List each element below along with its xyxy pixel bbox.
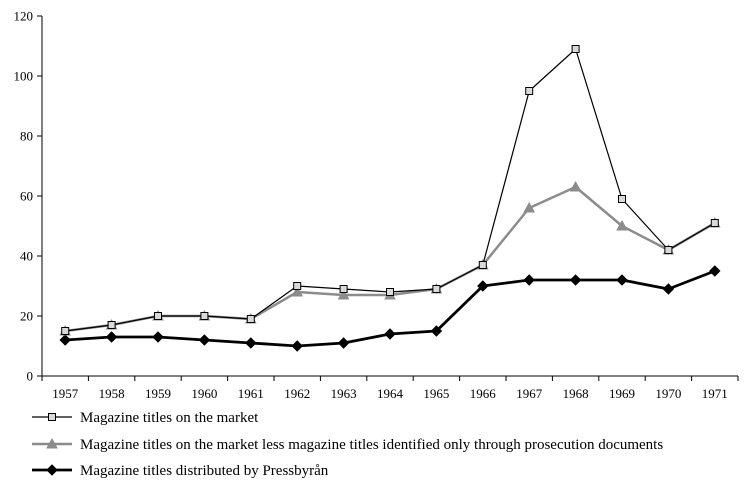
x-tick-label: 1962 <box>284 386 310 401</box>
data-point <box>523 274 535 286</box>
x-tick-label: 1961 <box>238 386 264 401</box>
data-point <box>430 325 443 337</box>
x-tick-label: 1963 <box>331 386 357 401</box>
y-tick-label: 40 <box>20 249 33 264</box>
y-tick-label: 100 <box>14 69 34 84</box>
data-point <box>339 285 348 293</box>
data-point <box>245 337 257 349</box>
data-point <box>291 340 303 352</box>
data-point <box>710 219 719 227</box>
x-tick-label: 1958 <box>99 386 125 401</box>
y-tick-label: 20 <box>20 309 33 324</box>
x-tick-label: 1960 <box>191 386 217 401</box>
data-point <box>61 327 70 335</box>
data-point <box>478 261 487 269</box>
data-point <box>59 334 71 346</box>
data-point <box>337 288 350 300</box>
data-point <box>709 265 721 277</box>
data-point <box>616 219 628 231</box>
axes <box>41 16 738 377</box>
legend-marker <box>46 464 58 476</box>
legend-marker <box>48 413 56 421</box>
data-point <box>664 246 673 254</box>
series-diamond <box>59 265 721 352</box>
legend-label: Magazine titles on the market <box>80 410 259 426</box>
x-tick-label: 1967 <box>516 386 543 401</box>
x-tick-label: 1964 <box>377 386 404 401</box>
data-point <box>569 274 582 286</box>
x-tick-label: 1965 <box>423 386 449 401</box>
series-square <box>61 45 719 335</box>
x-tick-label: 1969 <box>609 386 635 401</box>
data-point <box>618 195 626 203</box>
x-axis-ticks: 1957 1958 1959 1960 1961 1962 1963 1964 1965 1966… <box>41 376 739 401</box>
data-point <box>105 331 118 343</box>
data-point <box>198 334 211 346</box>
y-axis-ticks: 0 20 40 60 80 100 120 <box>14 9 42 384</box>
x-tick-label: 1957 <box>52 386 79 401</box>
data-point <box>152 331 164 343</box>
x-tick-label: 1959 <box>145 386 171 401</box>
legend-marker <box>46 437 58 449</box>
legend-item: Magazine titles distributed by Pressbyrå… <box>32 463 329 479</box>
legend-label: Magazine titles distributed by Pressbyrå… <box>80 463 329 479</box>
y-tick-label: 60 <box>20 189 33 204</box>
data-point <box>107 321 116 329</box>
data-point <box>662 283 675 295</box>
legend-label: Magazine titles on the market less magaz… <box>80 437 663 453</box>
data-point <box>337 337 350 349</box>
data-point <box>246 315 255 323</box>
series-line <box>65 185 716 333</box>
data-point <box>384 328 396 340</box>
x-tick-label: 1971 <box>702 386 728 401</box>
y-tick-label: 0 <box>27 369 34 384</box>
x-tick-label: 1966 <box>470 386 497 401</box>
series-layer <box>59 45 721 352</box>
data-point <box>293 282 302 290</box>
data-point <box>154 312 162 320</box>
x-tick-label: 1968 <box>563 386 589 401</box>
data-point <box>569 180 582 192</box>
y-tick-label: 120 <box>14 9 34 24</box>
data-point <box>386 288 394 296</box>
legend-item: Magazine titles on the market less magaz… <box>32 437 663 453</box>
legend: Magazine titles on the market Magazine ti… <box>32 410 663 479</box>
data-point <box>525 87 534 95</box>
data-point <box>616 274 628 286</box>
data-point <box>571 45 580 53</box>
data-point <box>291 285 304 297</box>
data-point <box>432 285 441 293</box>
data-point <box>200 312 209 320</box>
x-tick-label: 1970 <box>655 386 681 401</box>
y-tick-label: 80 <box>20 129 33 144</box>
data-point <box>477 280 489 292</box>
data-point <box>523 201 536 213</box>
legend-item: Magazine titles on the market <box>32 410 259 426</box>
